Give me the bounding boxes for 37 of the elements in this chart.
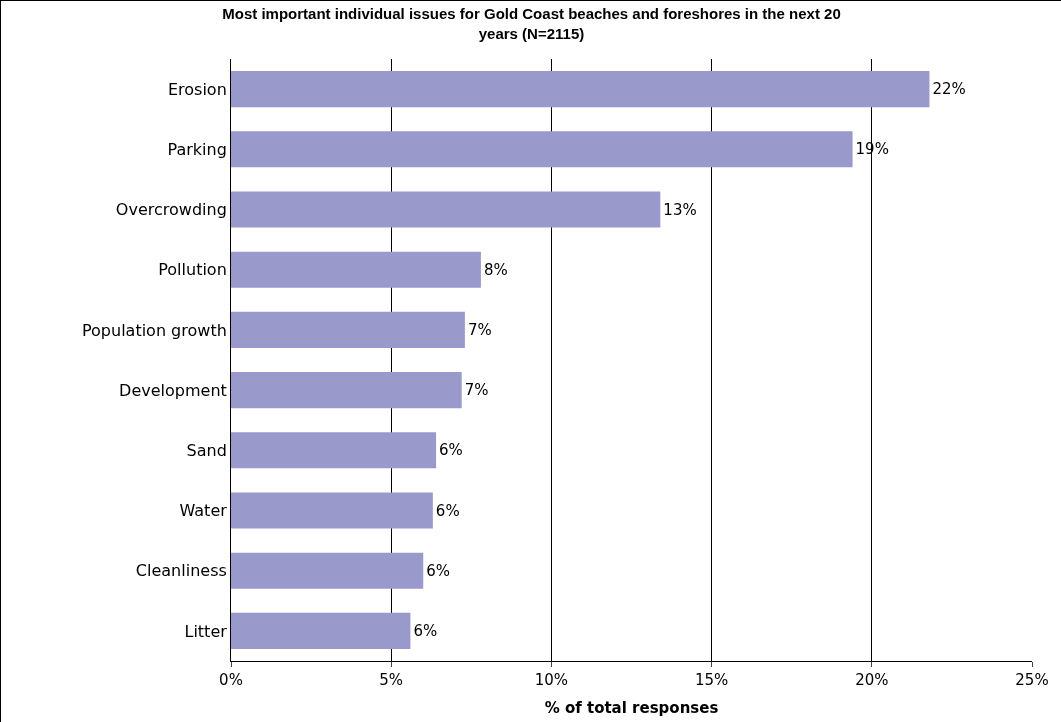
x-axis-title: % of total responses: [544, 699, 719, 717]
y-tick-label: Parking: [167, 139, 227, 159]
data-label: 22%: [932, 80, 966, 99]
x-tick-label: 5%: [379, 671, 404, 689]
bar: [231, 432, 437, 469]
chart-title: Most important individual issues for Gold Coast beaches and foreshores in the next 20 years (N=2115): [222, 5, 841, 42]
bar: [231, 251, 481, 288]
data-label: 7%: [464, 381, 489, 400]
bar: [231, 612, 411, 649]
data-label: 8%: [483, 260, 508, 279]
bar: [231, 131, 853, 168]
x-tick-label: 10%: [534, 671, 569, 689]
x-tick-label: 0%: [219, 671, 243, 689]
y-tick-label: Erosion: [167, 79, 227, 99]
data-label: 6%: [439, 441, 463, 460]
data-label: 13%: [663, 200, 697, 219]
bar: [231, 372, 462, 409]
bar: [231, 552, 424, 589]
y-tick-label: Litter: [184, 621, 228, 641]
bar: [231, 311, 465, 348]
x-tick-label: 25%: [1015, 671, 1049, 689]
y-tick-label: Population growth: [81, 320, 227, 340]
y-tick-label: Overcrowding: [115, 200, 227, 220]
data-label: 6%: [426, 561, 451, 580]
data-label: 7%: [467, 320, 492, 339]
bar: [231, 191, 661, 228]
bar: [231, 71, 930, 108]
x-tick-label: 15%: [694, 671, 729, 689]
y-tick-label: Development: [119, 380, 227, 400]
y-tick-label: Pollution: [158, 260, 227, 280]
bar: [231, 492, 433, 529]
data-label: 6%: [413, 621, 438, 640]
y-tick-label: Water: [179, 501, 228, 521]
y-tick-label: Sand: [186, 440, 227, 460]
data-label: 6%: [435, 501, 460, 520]
x-tick-label: 20%: [855, 671, 889, 689]
y-tick-label: Cleanliness: [135, 561, 227, 581]
